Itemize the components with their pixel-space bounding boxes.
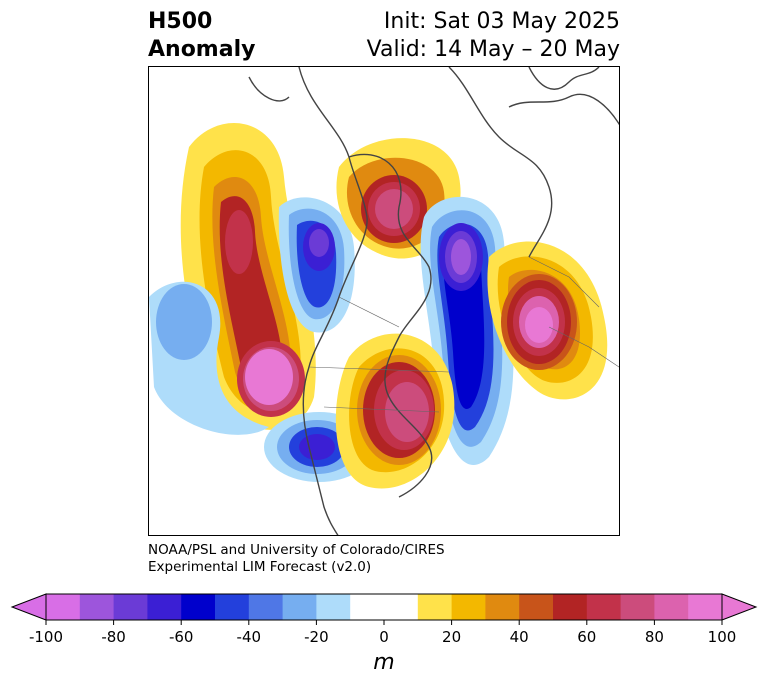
colorbar-tick-label: -60 — [169, 628, 194, 646]
map-title: H500 Anomaly — [148, 8, 255, 64]
anomaly-map-svg — [149, 67, 619, 535]
colorbar-ticks: -100 -80 -60 -40 -20 0 20 40 60 80 100 — [29, 620, 736, 646]
western-canada-trough — [278, 197, 355, 333]
colorbar-max-extend — [721, 593, 758, 621]
eastern-us-ridge — [335, 333, 455, 489]
colorbar-swatch — [519, 594, 554, 620]
anomaly-map — [148, 66, 620, 536]
colorbar-swatch — [350, 594, 385, 620]
colorbar-swatch — [316, 594, 351, 620]
colorbar-swatch — [553, 594, 588, 620]
credit-line-2: Experimental LIM Forecast (v2.0) — [148, 559, 372, 575]
colorbar-tick-label: 20 — [442, 628, 461, 646]
colorbar-swatch — [215, 594, 250, 620]
valid-range: Valid: 14 May – 20 May — [366, 37, 620, 62]
borders — [308, 256, 619, 413]
title-variable: H500 — [148, 9, 213, 34]
colorbar-swatches — [10, 593, 758, 621]
colorbar-swatch — [79, 594, 115, 620]
colorbar-tick-label: 80 — [645, 628, 664, 646]
colorbar-swatch — [451, 594, 486, 620]
credit-line-1: NOAA/PSL and University of Colorado/CIRE… — [148, 542, 445, 558]
colorbar-swatch — [113, 594, 148, 620]
coastlines — [248, 67, 619, 535]
colorbar-swatch — [181, 594, 216, 620]
credit-text: NOAA/PSL and University of Colorado/CIRE… — [148, 542, 445, 576]
colorbar-tick-label: 100 — [708, 628, 737, 646]
colorbar-swatch — [688, 594, 723, 620]
colorbar-tick-label: -80 — [101, 628, 126, 646]
colorbar-swatch — [282, 594, 317, 620]
colorbar-min-extend — [10, 593, 47, 621]
colorbar-swatch — [417, 594, 453, 620]
colorbar-swatch — [46, 594, 81, 620]
colorbar-swatch — [654, 594, 689, 620]
title-field: Anomaly — [148, 37, 256, 62]
colorbar-tick-label: 0 — [379, 628, 389, 646]
init-date: Init: Sat 03 May 2025 — [383, 9, 620, 34]
colorbar-unit-label: m — [373, 650, 394, 675]
colorbar-tick-label: 40 — [510, 628, 529, 646]
colorbar-swatch — [485, 594, 520, 620]
north-pacific-trough — [149, 281, 269, 435]
colorbar-swatch — [620, 594, 655, 620]
colorbar-swatch — [586, 594, 622, 620]
colorbar-tick-label: -20 — [304, 628, 329, 646]
colorbar-swatch — [248, 594, 284, 620]
colorbar: -100 -80 -60 -40 -20 0 20 40 60 80 100 m — [10, 593, 758, 675]
colorbar-tick-label: 60 — [577, 628, 596, 646]
colorbar-tick-label: -40 — [237, 628, 262, 646]
forecast-dates: Init: Sat 03 May 2025 Valid: 14 May – 20… — [367, 8, 620, 64]
colorbar-swatch — [147, 594, 182, 620]
colorbar-swatch — [384, 594, 419, 620]
colorbar-tick-label: -100 — [29, 628, 63, 646]
europe-ridge — [487, 241, 608, 400]
